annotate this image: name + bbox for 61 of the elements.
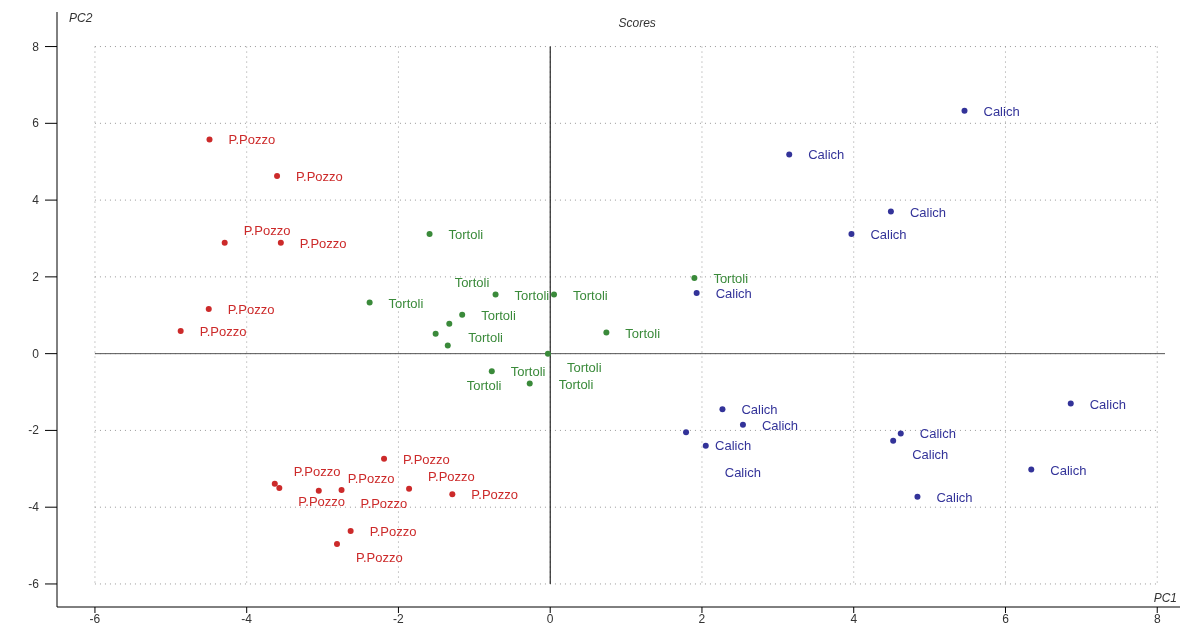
text: P.Pozzo bbox=[347, 470, 395, 486]
text: Calich bbox=[983, 103, 1020, 119]
series-label: Tortoli bbox=[514, 287, 550, 303]
text: Calich bbox=[761, 417, 799, 433]
text: Tortoli bbox=[558, 376, 594, 392]
y-axis-title: PC2 bbox=[69, 11, 93, 25]
text: Tortoli bbox=[466, 377, 502, 393]
text: P.Pozzo bbox=[471, 487, 519, 503]
text: Tortoli bbox=[454, 274, 490, 290]
text: Calich bbox=[919, 426, 956, 442]
y-tick-label: -4 bbox=[28, 500, 40, 515]
y-tick-label: 2 bbox=[32, 269, 40, 284]
text: Calich bbox=[936, 489, 973, 505]
text: Tortoli bbox=[625, 325, 661, 341]
text: Tortoli bbox=[713, 271, 749, 287]
text: Calich bbox=[909, 204, 947, 220]
text: Tortoli bbox=[448, 226, 484, 242]
text: Calich bbox=[1089, 396, 1126, 412]
text: P.Pozzo bbox=[428, 468, 475, 484]
x-tick-label: -4 bbox=[241, 612, 253, 626]
text: P.Pozzo bbox=[369, 523, 417, 539]
text: Calich bbox=[870, 226, 907, 242]
series-label: Calich bbox=[741, 402, 778, 418]
text: Tortoli bbox=[566, 359, 602, 375]
text: P.Pozzo bbox=[293, 463, 341, 479]
text: Calich bbox=[724, 464, 761, 480]
x-tick-label: 2 bbox=[698, 612, 706, 626]
y-tick-label: -6 bbox=[28, 576, 40, 591]
text: P.Pozzo bbox=[403, 451, 450, 467]
text: Tortoli bbox=[468, 329, 503, 345]
x-tick-label: 0 bbox=[546, 612, 554, 626]
y-tick-label: -2 bbox=[28, 423, 40, 438]
text: Calich bbox=[1050, 462, 1087, 478]
x-tick-label: 4 bbox=[850, 612, 858, 626]
text: Calich bbox=[912, 446, 949, 462]
text: Tortoli bbox=[573, 287, 608, 303]
text: P.Pozzo bbox=[243, 222, 291, 238]
text: P.Pozzo bbox=[296, 168, 343, 184]
x-tick-label: 8 bbox=[1153, 612, 1161, 626]
series-label: P.Pozzo bbox=[298, 494, 346, 509]
text: P.Pozzo bbox=[227, 302, 275, 318]
y-tick-label: 0 bbox=[32, 346, 40, 361]
y-tick-label: 6 bbox=[32, 116, 40, 131]
x-axis-title: PC1 bbox=[1153, 591, 1177, 605]
chart-title: Scores bbox=[618, 16, 656, 30]
text: P.Pozzo bbox=[355, 550, 403, 566]
text: Calich bbox=[715, 285, 752, 301]
text: Calich bbox=[808, 147, 845, 163]
text: P.Pozzo bbox=[199, 324, 247, 339]
text: Tortoli bbox=[481, 307, 516, 323]
x-tick-label: -6 bbox=[89, 612, 101, 626]
y-tick-label: 4 bbox=[32, 193, 40, 208]
text: Calich bbox=[715, 438, 752, 454]
text: Tortoli bbox=[510, 364, 546, 380]
text: Tortoli bbox=[388, 295, 424, 311]
x-tick-label: 6 bbox=[1002, 612, 1010, 626]
x-tick-label: -2 bbox=[393, 612, 405, 626]
text: P.Pozzo bbox=[228, 132, 276, 148]
text: P.Pozzo bbox=[360, 495, 408, 511]
y-tick-label: 8 bbox=[32, 39, 40, 54]
text: P.Pozzo bbox=[299, 235, 347, 251]
